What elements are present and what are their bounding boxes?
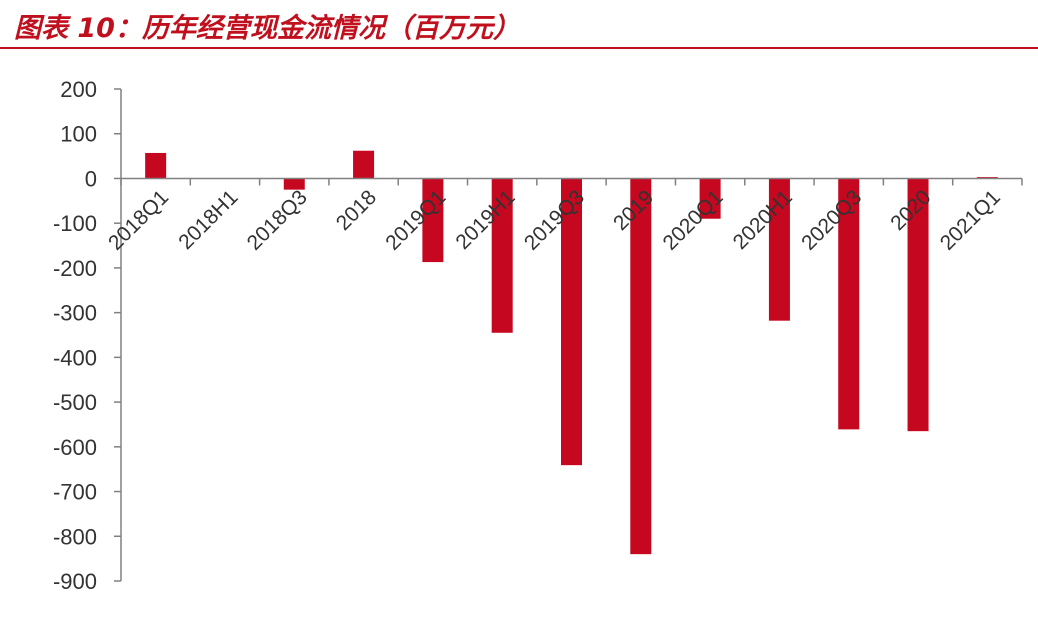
bar-2019Q1 [422,178,444,263]
bar-2020Q3 [838,178,860,430]
bar-2018 [353,150,375,179]
x-tick-label: 2020Q1 [659,186,728,255]
bar-2019 [630,178,652,555]
title-divider [0,47,1038,49]
y-tick-label: -800 [53,524,97,549]
x-axis [120,177,1023,186]
bar-2020 [907,178,929,432]
chart-title: 图表 10：历年经营现金流情况（百万元） [14,13,520,44]
x-tick-label: 2021Q1 [936,186,1005,255]
x-tick-label: 2018Q1 [104,186,173,255]
bar-2018Q3 [283,178,305,190]
y-tick-label: 0 [85,166,97,191]
bars [145,150,998,555]
y-tick-label: -200 [53,256,97,281]
y-tick-label: -900 [53,569,97,594]
bar-2019H1 [491,178,513,333]
x-tick-label: 2018Q3 [243,186,312,255]
y-tick-label: -400 [53,345,97,370]
y-tick-label: 100 [60,122,97,147]
bar-2020Q1 [699,178,721,219]
y-tick-label: -500 [53,390,97,415]
y-tick-label: 200 [60,77,97,102]
x-tick-label: 2018 [332,186,381,235]
y-tick-label: -600 [53,435,97,460]
y-tick-label: -300 [53,301,97,326]
bar-2018Q1 [145,152,167,179]
x-tick-labels: 2018Q1 2018H1 2018Q3 2018 2019Q1 2019H1 2019Q3… [104,186,1005,255]
bar-2019Q3 [561,178,582,466]
y-tick-label: -100 [53,211,97,236]
bar-2020H1 [768,178,790,321]
y-tick-label: -700 [53,480,97,505]
y-axis: 200 100 0 -100 -200 -300 -400 -500 -600 -700 -800 -… [53,77,122,594]
x-tick-label: 2018H1 [174,186,242,254]
